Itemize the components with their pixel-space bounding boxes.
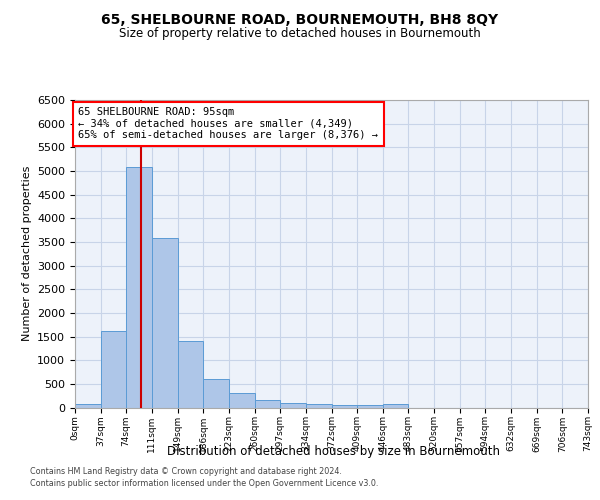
Bar — [358, 405, 383, 407]
Bar — [75, 404, 101, 407]
Bar — [254, 400, 280, 407]
Y-axis label: Number of detached properties: Number of detached properties — [22, 166, 32, 342]
Text: Size of property relative to detached houses in Bournemouth: Size of property relative to detached ho… — [119, 28, 481, 40]
Bar — [178, 342, 203, 407]
Text: Distribution of detached houses by size in Bournemouth: Distribution of detached houses by size … — [167, 445, 500, 458]
Text: 65, SHELBOURNE ROAD, BOURNEMOUTH, BH8 8QY: 65, SHELBOURNE ROAD, BOURNEMOUTH, BH8 8Q… — [101, 12, 499, 26]
Bar — [126, 168, 152, 408]
Text: 65 SHELBOURNE ROAD: 95sqm
← 34% of detached houses are smaller (4,349)
65% of se: 65 SHELBOURNE ROAD: 95sqm ← 34% of detac… — [79, 107, 379, 140]
Text: Contains HM Land Registry data © Crown copyright and database right 2024.: Contains HM Land Registry data © Crown c… — [30, 467, 342, 476]
Bar — [152, 238, 178, 408]
Bar — [229, 394, 254, 407]
Bar — [305, 404, 332, 407]
Text: Contains public sector information licensed under the Open Government Licence v3: Contains public sector information licen… — [30, 478, 379, 488]
Bar — [332, 405, 358, 407]
Bar — [280, 403, 305, 407]
Bar — [383, 404, 409, 407]
Bar — [101, 330, 126, 407]
Bar — [203, 379, 229, 408]
